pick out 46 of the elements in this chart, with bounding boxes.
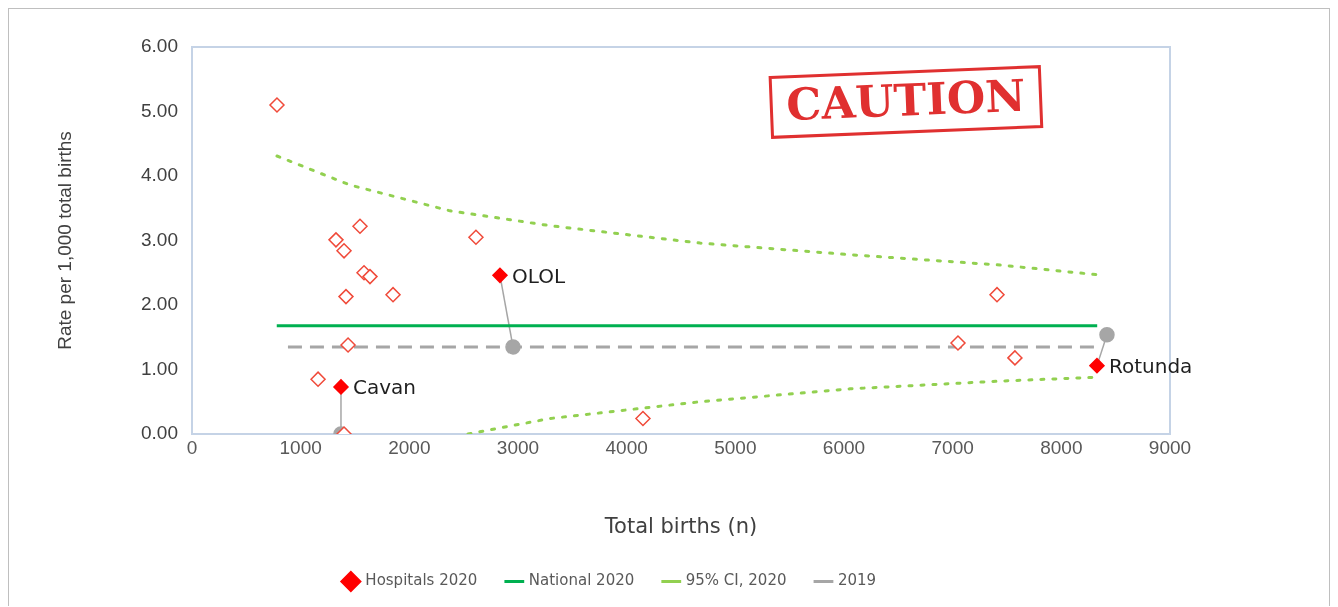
y-tick-label: 1.00 (141, 357, 178, 379)
annotation: Rotunda (1108, 353, 1193, 378)
point (336, 243, 352, 259)
point (269, 97, 285, 113)
x-tick-label: 6000 (822, 436, 866, 458)
point (352, 218, 368, 235)
point (333, 379, 349, 395)
point (340, 337, 356, 353)
y-tick-label: 2.00 (141, 293, 178, 315)
point (1007, 350, 1023, 366)
y-tick-label: 0.00 (141, 422, 178, 444)
x-tick-label: 1000 (279, 436, 322, 458)
legend-label: 2019 (837, 571, 877, 590)
point (505, 339, 521, 355)
legend-label: National 2020 (528, 571, 635, 590)
point (362, 268, 378, 285)
x-tick-label: 8000 (1040, 436, 1083, 458)
x-tick-label: 3000 (496, 436, 540, 458)
y-tick-label: 5.00 (141, 99, 178, 121)
point (1099, 326, 1115, 343)
x-tick-label: 4000 (605, 436, 648, 458)
y-axis-title: Rate per 1,000 total births (53, 131, 75, 350)
point (1089, 357, 1105, 374)
point (310, 371, 326, 387)
point (328, 232, 344, 248)
point (338, 288, 354, 305)
x-tick-label: 9000 (1148, 436, 1192, 458)
annotation: OLOL (511, 263, 566, 288)
point (989, 286, 1005, 303)
x-tick-label: 5000 (714, 436, 757, 458)
legend-label: 95% CI, 2020 (685, 571, 787, 590)
point (635, 410, 651, 427)
annotation: CAUTION (785, 69, 1027, 131)
point (468, 229, 484, 246)
x-axis-title: Total births (n) (603, 513, 758, 538)
x-tick-label: 0 (186, 436, 198, 458)
x-tick-label: 2000 (388, 436, 431, 458)
point (385, 286, 401, 303)
point (492, 267, 508, 284)
y-tick-label: 4.00 (141, 164, 178, 186)
x-tick-label: 7000 (931, 436, 974, 458)
y-tick-label: 6.00 (141, 35, 178, 57)
point (950, 335, 966, 351)
annotation: Cavan (352, 375, 416, 400)
legend-label: Hospitals 2020 (365, 571, 478, 590)
y-tick-label: 3.00 (141, 228, 178, 250)
